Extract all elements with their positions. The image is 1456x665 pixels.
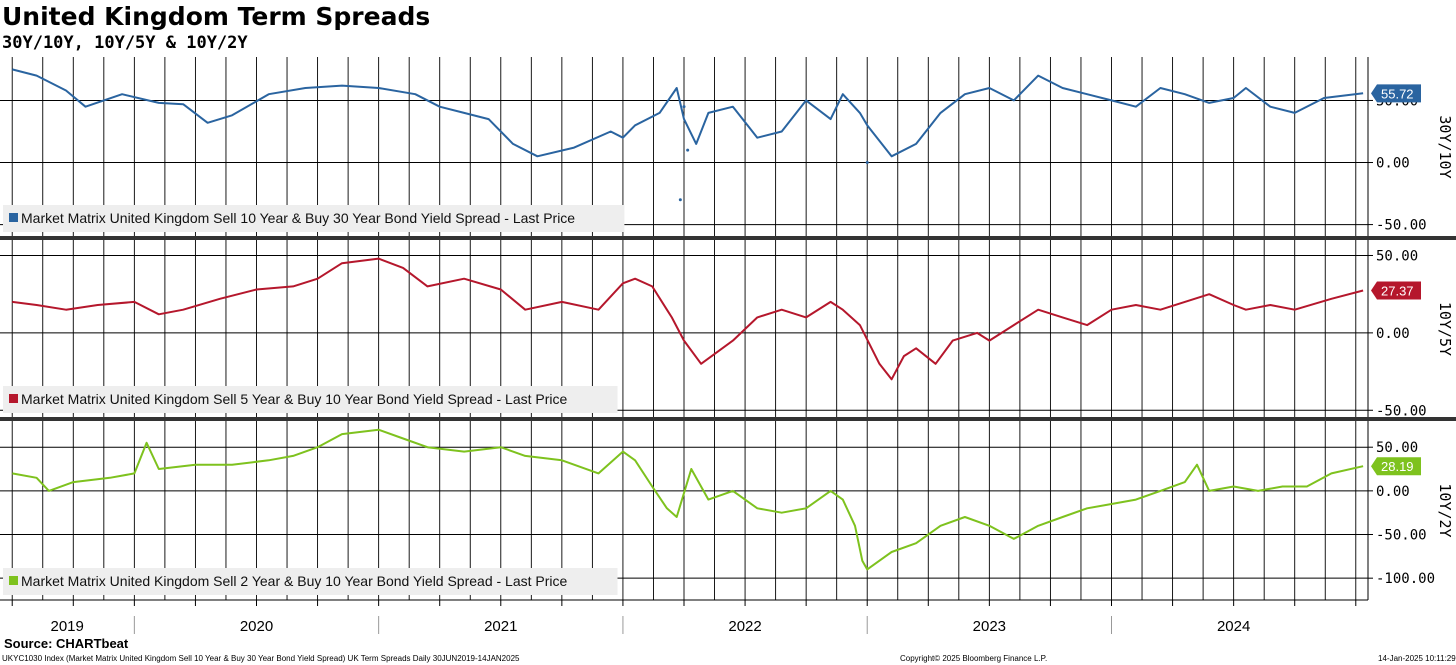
series-spike-point (678, 198, 682, 202)
legend-swatch (9, 213, 18, 222)
y-tick-label: -50.00 (1376, 528, 1427, 544)
footer-timestamp: 14-Jan-2025 10:11:29 (1378, 654, 1456, 663)
x-year-label: 2024 (1217, 618, 1250, 635)
series-spike-point (682, 105, 686, 109)
last-value-badge (1371, 84, 1421, 103)
last-value-text: 55.72 (1381, 86, 1414, 101)
y-tick-label: -50.00 (1376, 403, 1427, 419)
last-value-text: 28.19 (1381, 459, 1414, 474)
source-label: Source: CHARTbeat (4, 636, 129, 651)
legend-box (3, 205, 625, 232)
x-year-label: 2023 (973, 618, 1006, 635)
last-value-badge (1371, 457, 1421, 476)
legend-label: Market Matrix United Kingdom Sell 5 Year… (21, 391, 568, 407)
y-tick-label: -50.00 (1376, 218, 1427, 234)
footer-index-text: UKYC1030 Index (Market Matrix United Kin… (2, 654, 520, 663)
last-value-text: 27.37 (1381, 284, 1414, 299)
series-spike-point (686, 148, 690, 152)
page-title: United Kingdom Term Spreads (2, 2, 431, 31)
legend-label: Market Matrix United Kingdom Sell 10 Yea… (21, 210, 575, 226)
legend-swatch (9, 576, 18, 585)
series-spike-point (865, 161, 869, 165)
x-year-label: 2019 (50, 618, 83, 635)
footer-copyright: Copyright© 2025 Bloomberg Finance L.P. (900, 654, 1048, 663)
y-tick-label: 0.00 (1376, 484, 1410, 500)
y-tick-label: -100.00 (1376, 571, 1435, 587)
legend-swatch (9, 394, 18, 403)
series-line (12, 257, 1364, 381)
legend-box (3, 386, 618, 413)
x-year-label: 2021 (484, 618, 517, 635)
x-year-label: 2020 (240, 618, 273, 635)
last-value-badge (1371, 281, 1421, 300)
panel-label: 30Y/10Y (1436, 115, 1454, 178)
legend-label: Market Matrix United Kingdom Sell 2 Year… (21, 573, 568, 589)
legend-box (3, 568, 618, 595)
series-line (11, 68, 1364, 158)
page-subtitle: 30Y/10Y, 10Y/5Y & 10Y/2Y (2, 33, 248, 53)
panel-label: 10Y/2Y (1436, 483, 1454, 537)
y-tick-label: 0.00 (1376, 326, 1410, 342)
y-tick-label: 50.00 (1376, 248, 1418, 264)
x-year-label: 2022 (728, 618, 761, 635)
series-line (12, 428, 1364, 571)
y-tick-label: 0.00 (1376, 156, 1410, 172)
panel-label: 10Y/5Y (1436, 302, 1454, 356)
y-tick-label: 50.00 (1376, 440, 1418, 456)
